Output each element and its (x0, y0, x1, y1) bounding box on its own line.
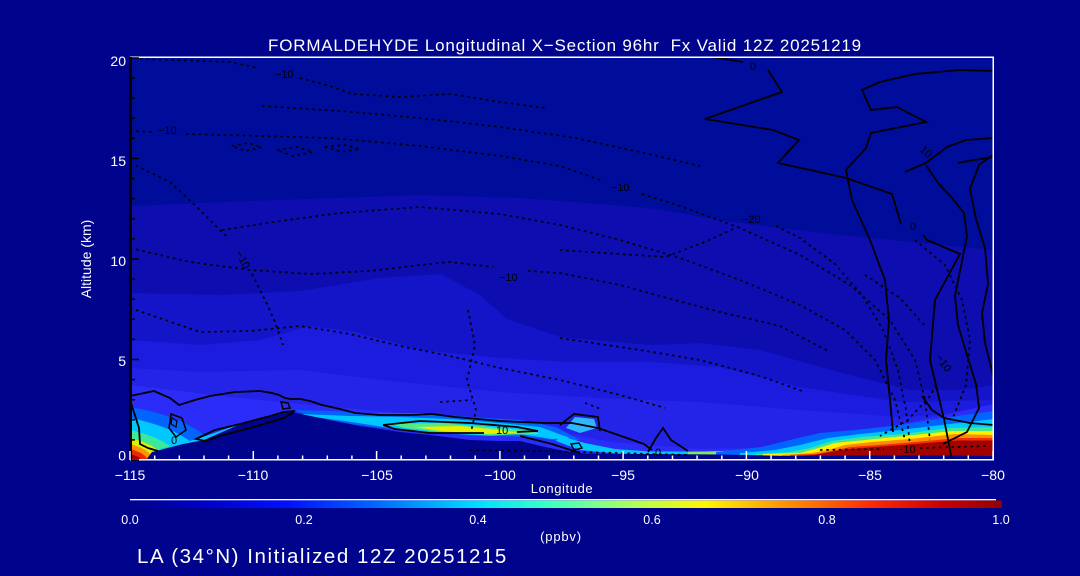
svg-text:0: 0 (118, 448, 126, 464)
svg-text:0.6: 0.6 (643, 513, 660, 527)
svg-text:10: 10 (496, 425, 508, 437)
svg-text:5: 5 (118, 353, 126, 369)
svg-text:−10: −10 (275, 69, 294, 81)
svg-text:−105: −105 (361, 467, 393, 483)
svg-text:−10: −10 (499, 272, 518, 284)
svg-text:−95: −95 (611, 467, 635, 483)
svg-text:0: 0 (171, 435, 177, 447)
svg-text:Altitude (km): Altitude (km) (78, 220, 94, 299)
svg-text:0.8: 0.8 (818, 513, 835, 527)
svg-text:−85: −85 (858, 467, 882, 483)
svg-text:FORMALDEHYDE Longitudinal X−Se: FORMALDEHYDE Longitudinal X−Section 96hr… (268, 36, 862, 55)
svg-text:−90: −90 (735, 467, 759, 483)
svg-text:−10: −10 (897, 444, 916, 456)
svg-text:0.2: 0.2 (295, 513, 312, 527)
svg-text:0: 0 (655, 447, 661, 459)
svg-text:LA (34°N) Initialized 12Z 2025: LA (34°N) Initialized 12Z 20251215 (137, 545, 508, 568)
svg-text:0.0: 0.0 (121, 513, 138, 527)
svg-text:−115: −115 (115, 467, 146, 483)
svg-text:0: 0 (750, 61, 756, 73)
svg-text:15: 15 (110, 153, 126, 169)
svg-text:10: 10 (110, 253, 126, 269)
svg-text:0.4: 0.4 (469, 513, 486, 527)
svg-text:−20: −20 (742, 214, 761, 226)
svg-text:−100: −100 (484, 467, 516, 483)
svg-text:−10: −10 (158, 125, 177, 137)
svg-text:0: 0 (910, 221, 916, 233)
svg-text:20: 20 (110, 53, 126, 69)
svg-text:−80: −80 (981, 467, 1005, 483)
svg-text:−110: −110 (238, 467, 269, 483)
svg-text:−10: −10 (611, 182, 630, 194)
svg-text:(ppbv): (ppbv) (540, 529, 582, 544)
svg-text:1.0: 1.0 (992, 513, 1009, 527)
svg-text:Longitude: Longitude (531, 481, 594, 496)
